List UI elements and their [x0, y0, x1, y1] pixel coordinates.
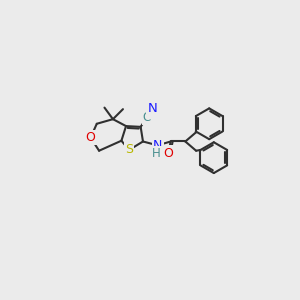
Text: C: C — [143, 111, 151, 124]
Text: H: H — [152, 147, 161, 160]
Text: O: O — [164, 146, 173, 160]
Text: O: O — [86, 131, 95, 144]
Text: N: N — [153, 139, 162, 152]
Text: N: N — [147, 102, 157, 115]
Text: S: S — [125, 143, 133, 157]
